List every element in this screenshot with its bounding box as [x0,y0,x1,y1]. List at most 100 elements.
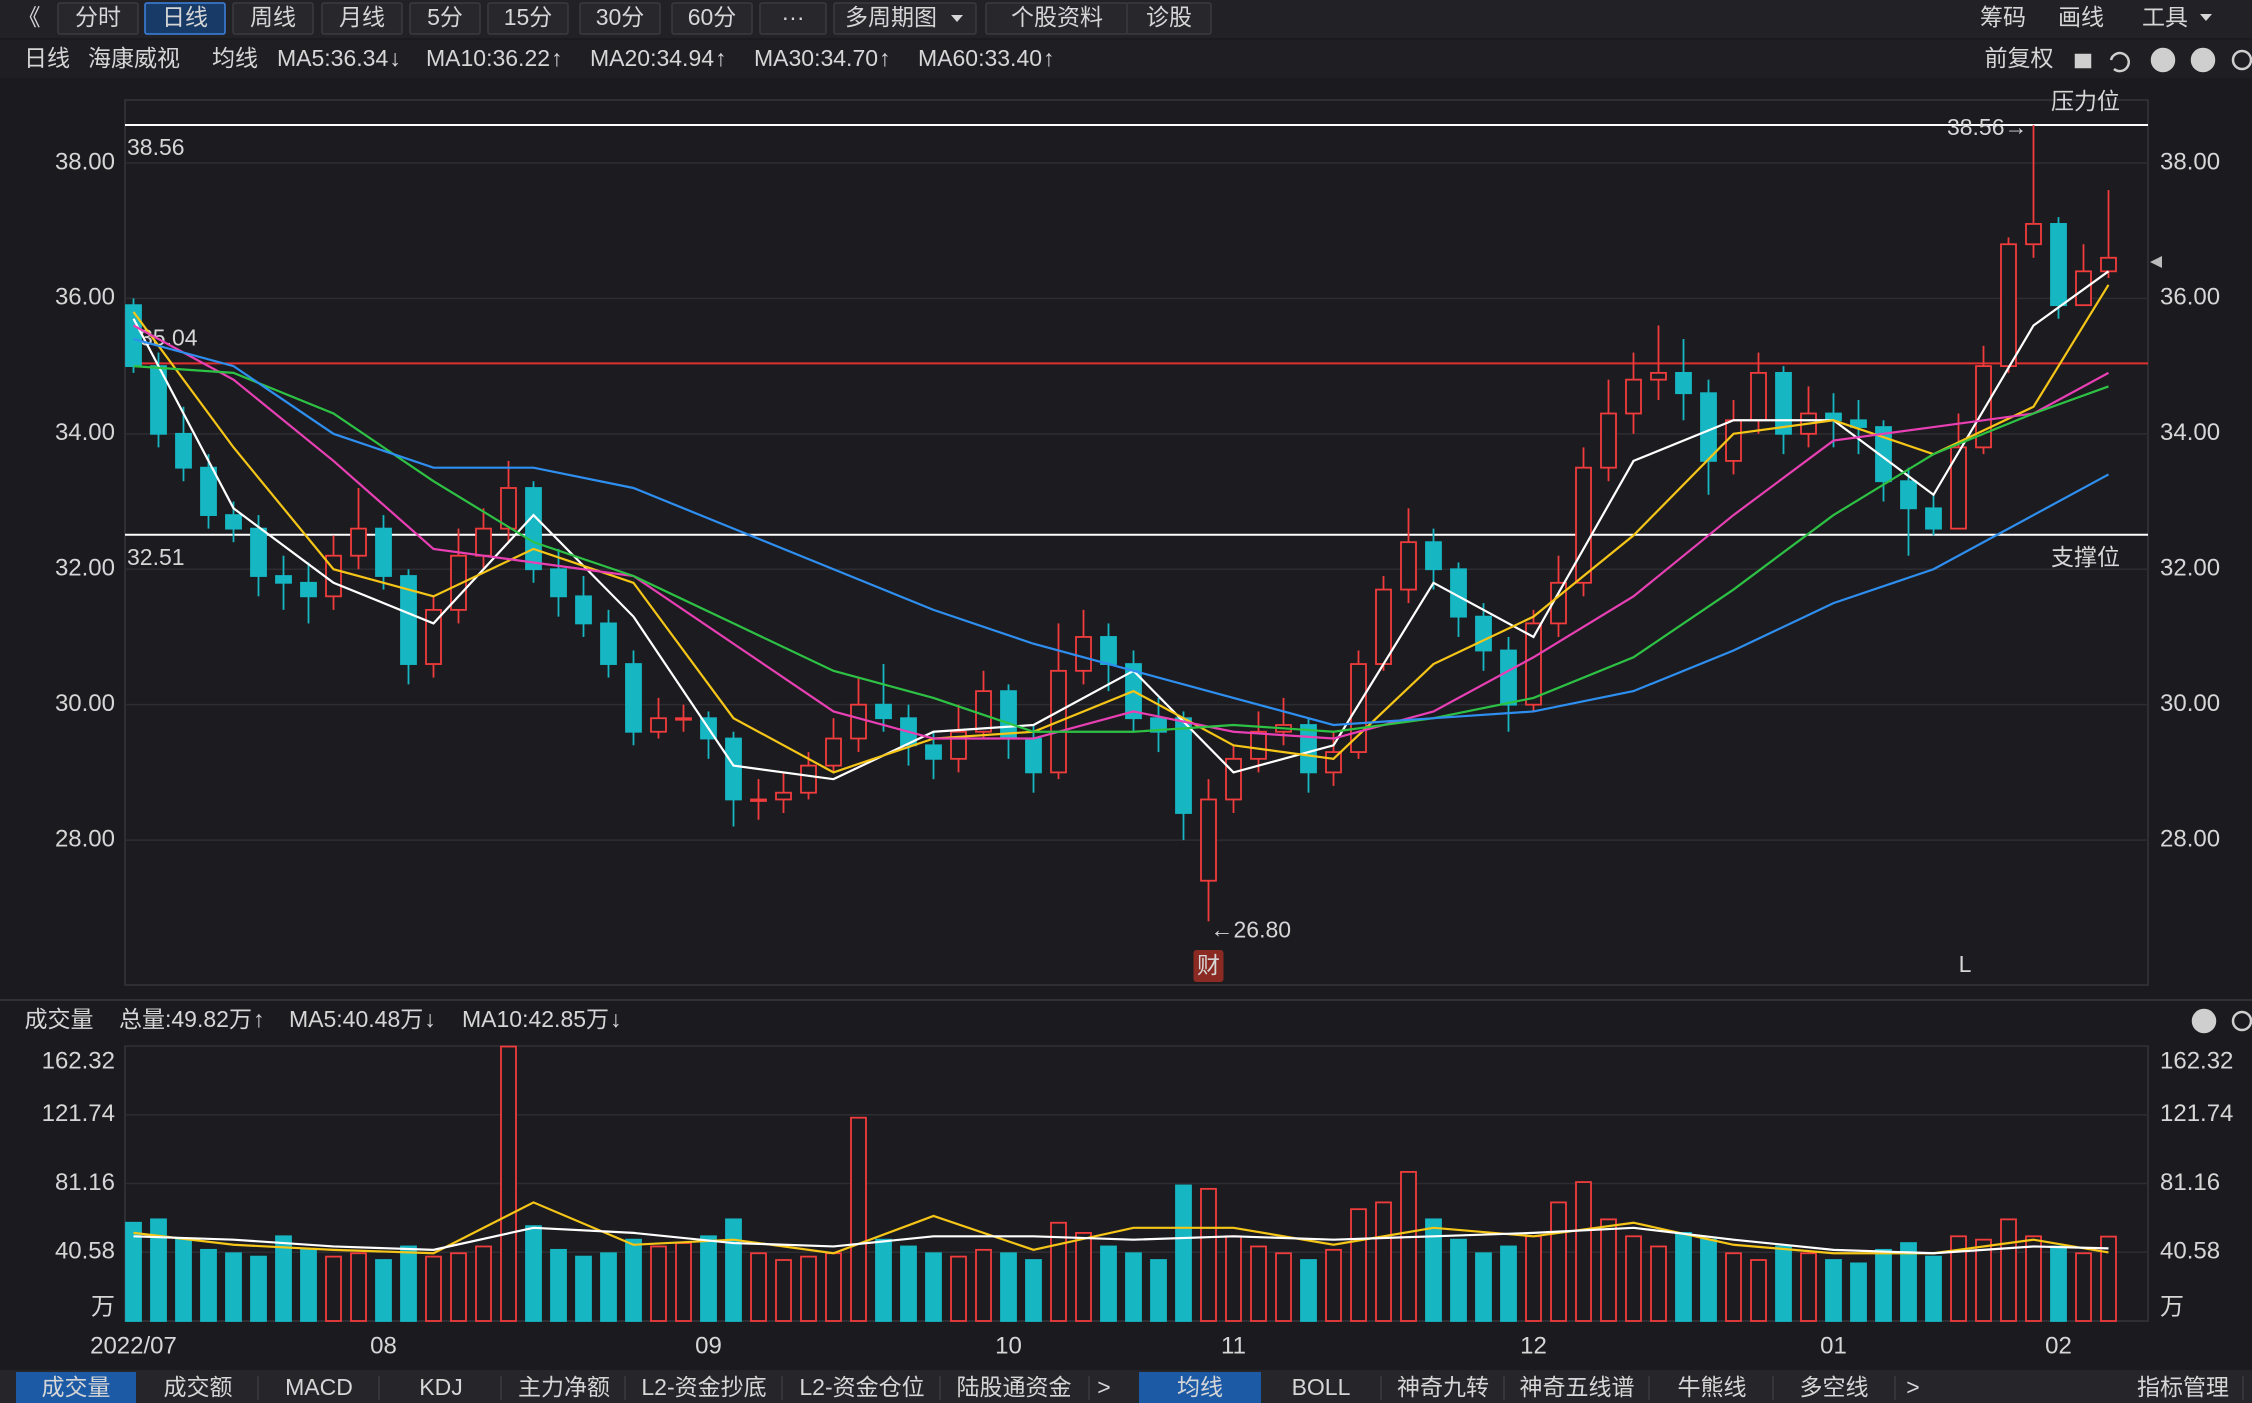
ma-line [133,337,2110,727]
toolbar-label[interactable]: 筹码 [1980,4,2026,30]
tab-label[interactable]: L2-资金仓位 [799,1374,924,1400]
volume-bar [1025,1259,1042,1322]
toolbar-label[interactable]: 60分 [688,4,737,30]
volume-bar [575,1255,592,1322]
candle-body [450,554,467,611]
toolbar-label[interactable]: 个股资料 [1011,4,1103,30]
tab-label[interactable]: L2-资金抄底 [641,1374,766,1400]
candle-body [125,304,142,368]
volume-bar [1900,1242,1917,1322]
volume-bar [1125,1252,1142,1322]
tab-label[interactable]: BOLL [1292,1374,1351,1400]
tab-label[interactable]: 陆股通资金 [957,1374,1072,1400]
candle-body [775,791,792,801]
toolbar-label[interactable]: 分时 [75,4,121,30]
tab-label[interactable]: 主力净额 [518,1374,610,1400]
y-tick-label: 81.16 [55,1169,115,1196]
toolbar-button[interactable] [579,2,661,35]
settings-icon [2231,49,2252,71]
y-tick-label: 38.00 [55,148,115,175]
toolbar-button[interactable] [759,2,827,35]
tab-selected-bg [1139,1372,1261,1403]
y2-tick-label: 162.32 [2160,1047,2233,1074]
legend-entry: MA5:40.48万 [289,1006,423,1032]
candle-body [1650,371,1667,381]
volume-bar [1100,1245,1117,1322]
adjust-label[interactable]: 前复权 [1985,45,2054,71]
toolbar-label[interactable]: 工具 [2142,4,2188,30]
ma-label: 均线 [212,45,258,71]
toolbar-button[interactable] [487,2,569,35]
tab-label[interactable]: 神奇九转 [1397,1374,1489,1400]
candle-body [250,527,267,577]
tab-label[interactable]: 成交量 [42,1374,111,1400]
toolbar-button[interactable] [409,2,481,35]
candle-body [600,622,617,665]
toolbar-button[interactable] [1126,2,1212,35]
legend-trend: ↑ [551,45,563,71]
tab-label[interactable]: 均线 [1177,1374,1223,1400]
candle-body [1300,724,1317,774]
volume-bar [600,1252,617,1322]
tab-label[interactable]: > [1097,1374,1110,1400]
toolbar-button[interactable] [57,2,139,35]
candle-body [425,608,442,665]
toolbar-label[interactable]: 30分 [596,4,645,30]
x-tick-label: 01 [1820,1332,1847,1359]
badge[interactable]: 财 [1197,952,1220,978]
legend-trend: ↓ [389,45,401,71]
toolbar-button[interactable] [144,2,226,35]
toolbar-button[interactable] [671,2,753,35]
legend-trend: ↑ [1043,45,1055,71]
tab-label[interactable]: 神奇五线谱 [1520,1374,1635,1400]
tab-label[interactable]: 牛熊线 [1678,1374,1747,1400]
toolbar-label[interactable]: 《 [18,4,41,30]
candle-body [1225,757,1242,801]
toolbar-label[interactable]: 多周期图 [845,4,937,30]
volume-bar [950,1255,967,1322]
x-tick-label: 09 [695,1332,722,1359]
tab-label[interactable]: 指标管理 [2137,1374,2229,1400]
toolbar-label[interactable]: 诊股 [1146,4,1192,30]
candle-body [400,575,417,665]
badge: L [1959,951,1972,977]
tab-label[interactable]: > [1906,1374,1919,1400]
tab-label[interactable]: 多空线 [1800,1374,1869,1400]
volume-bar [125,1221,142,1322]
toolbar-button[interactable] [833,2,977,35]
toolbar-label[interactable]: 周线 [250,4,296,30]
tab-selected-bg [16,1372,136,1403]
candle-body [1425,541,1442,571]
candle-body [1075,636,1092,672]
candle-body [1150,717,1167,733]
legend-entry: MA10:42.85万 [462,1006,609,1032]
volume-bar [1400,1171,1417,1322]
tab-label[interactable]: MACD [285,1374,353,1400]
tab-label[interactable]: KDJ [419,1374,462,1400]
volume-bar [500,1045,517,1322]
volume-bar [1600,1218,1617,1322]
volume-bar [925,1252,942,1322]
candle-body [750,798,767,802]
volume-total-trend: ↑ [253,1006,265,1032]
toolbar-label[interactable]: 日线 [162,4,208,30]
volume-bar [1650,1245,1667,1322]
toolbar-label[interactable]: 15分 [504,4,553,30]
undo-icon [2109,51,2130,73]
candle-body [1575,466,1592,584]
tab-label[interactable]: 成交额 [164,1374,233,1400]
volume-bar [1075,1232,1092,1322]
legend-entry: MA20:34.94 [590,45,714,71]
toolbar-label[interactable]: 5分 [427,4,463,30]
volume-bar [400,1245,417,1322]
legend-trend: ↓ [424,1006,436,1032]
toolbar-label[interactable]: 月线 [339,4,385,30]
toolbar-button[interactable] [321,2,403,35]
toolbar-label[interactable]: 画线 [2058,4,2104,30]
volume-bar [1300,1259,1317,1322]
toolbar-label[interactable]: ··· [782,4,805,30]
volume-bar [325,1255,342,1322]
toolbar-button[interactable] [232,2,314,35]
volume-layer: 成交量 总量:49.82万 ↑ MA5:40.48万 ↓ MA10:42.85万 ↓40.5… [25,1006,2234,1359]
